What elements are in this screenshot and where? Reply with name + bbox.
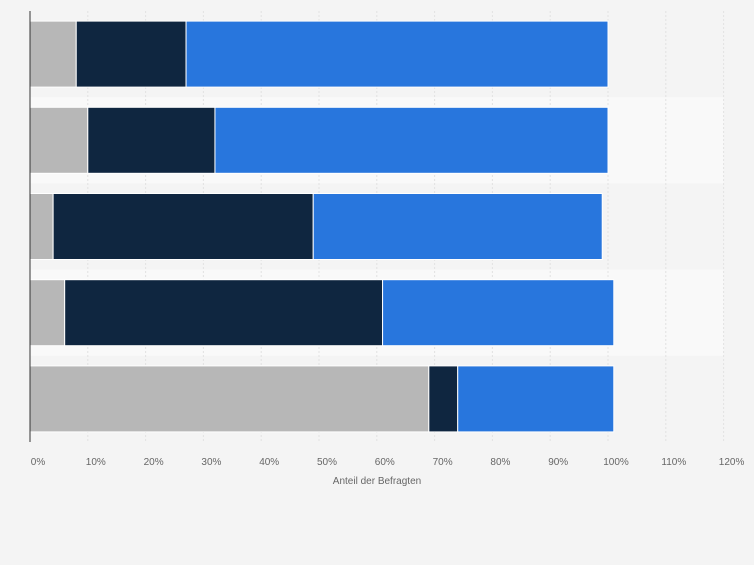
x-axis-title: Anteil der Befragten xyxy=(333,476,421,487)
x-tick-label: 0% xyxy=(31,457,46,468)
bar-row3-series3[interactable] xyxy=(312,193,603,260)
bars xyxy=(29,20,615,433)
x-tick-label: 100% xyxy=(603,457,629,468)
x-tick-label: 90% xyxy=(548,457,568,468)
bar-row5-series3[interactable] xyxy=(457,365,615,433)
x-tick-label: 80% xyxy=(490,457,510,468)
bar-row3-series2[interactable] xyxy=(52,193,314,260)
x-tick-label: 40% xyxy=(259,457,279,468)
bar-row1-series2[interactable] xyxy=(75,20,187,88)
bar-row2-series2[interactable] xyxy=(87,106,216,174)
x-tick-label: 120% xyxy=(719,457,745,468)
x-tick-label: 70% xyxy=(433,457,453,468)
x-tick-label: 10% xyxy=(86,457,106,468)
bar-row1-series1[interactable] xyxy=(29,20,77,88)
bar-row2-series1[interactable] xyxy=(29,106,89,174)
x-tick-label: 60% xyxy=(375,457,395,468)
bar-row4-series3[interactable] xyxy=(382,279,615,347)
bar-row4-series2[interactable] xyxy=(64,279,384,347)
x-tick-label: 20% xyxy=(144,457,164,468)
bar-row1-series3[interactable] xyxy=(185,20,609,88)
bar-row5-series2[interactable] xyxy=(428,365,459,433)
x-tick-label: 50% xyxy=(317,457,337,468)
x-tick-label: 30% xyxy=(201,457,221,468)
bar-row4-series1[interactable] xyxy=(29,279,66,347)
bar-row5-series1[interactable] xyxy=(29,365,430,433)
x-tick-labels: 0% 10% 20% 30% 40% 50% 60% 70% 80% 90% 100% 110% 120… xyxy=(31,457,745,468)
bar-row3-series1[interactable] xyxy=(29,193,54,260)
bar-row2-series3[interactable] xyxy=(214,106,609,174)
x-tick-label: 110% xyxy=(661,457,686,468)
